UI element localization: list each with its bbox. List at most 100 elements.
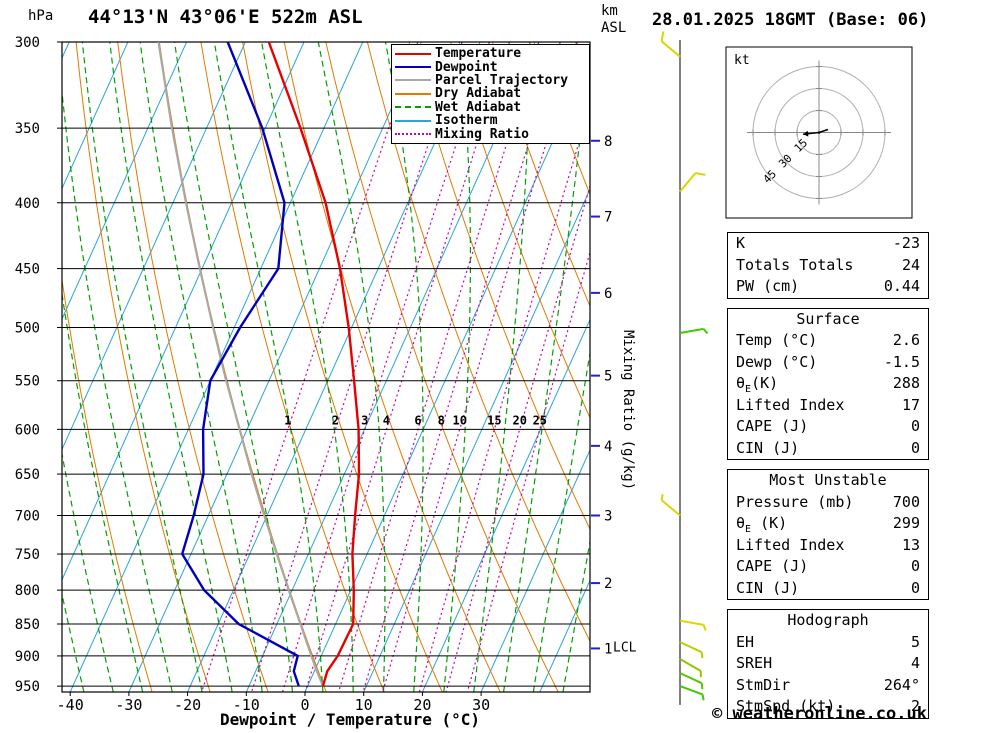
svg-text:-40: -40: [57, 696, 84, 714]
table-row: Pressure (mb) 700: [728, 492, 928, 514]
pressure-tick-labels: 300 350 400 450 500 550 600 650 700 750 800 850 900 9…: [15, 35, 62, 695]
storm-motion-arrowhead: [803, 130, 809, 137]
svg-text:30: 30: [472, 696, 490, 714]
stat-label: Temp (°C): [736, 331, 818, 349]
svg-text:3: 3: [361, 413, 368, 427]
svg-text:3: 3: [604, 509, 612, 525]
svg-text:25: 25: [533, 413, 547, 427]
svg-text:20: 20: [413, 696, 431, 714]
km-asl-axis-label: km ASL: [601, 3, 626, 37]
stat-label: CIN (J): [736, 438, 800, 457]
svg-text:-10: -10: [233, 696, 260, 714]
table-row: K -23: [728, 233, 928, 255]
svg-text:6: 6: [414, 413, 421, 427]
svg-text:450: 450: [15, 262, 40, 278]
table-row: θE(K) 288: [728, 373, 928, 395]
svg-text:15: 15: [487, 413, 501, 427]
legend-line-sample: [395, 79, 431, 82]
svg-text:950: 950: [15, 679, 40, 695]
stat-label: Dewp (°C): [736, 352, 818, 371]
svg-text:650: 650: [15, 467, 40, 483]
stat-value: 13: [901, 535, 920, 554]
svg-text:300: 300: [15, 35, 40, 51]
svg-text:850: 850: [15, 617, 40, 633]
mixing-ratio-value-labels: 1 2 3 4 6 8 10 15 20 25: [284, 413, 547, 427]
legend-label: Wet Adiabat: [435, 99, 522, 115]
parcel-trajectory-curve: [157, 42, 324, 687]
table-title: Surface: [796, 309, 860, 328]
mixing-ratio-axis-label: Mixing Ratio (g/kg): [620, 330, 636, 490]
svg-text:10: 10: [452, 413, 466, 427]
legend: Temperature Dewpoint Parcel Trajectory Dry …: [391, 44, 590, 144]
wet-adiabat-lines: [62, 42, 590, 692]
pressure-axis-unit-label: hPa: [28, 8, 54, 24]
stat-value: 264°: [883, 675, 920, 694]
svg-text:8: 8: [604, 134, 612, 150]
stat-label: StmDir: [736, 675, 791, 694]
table-indices: K -23 Totals Totals 24 PW (cm) 0.44: [727, 232, 929, 299]
table-title: Most Unstable: [769, 471, 887, 489]
table-row: Lifted Index 17: [728, 395, 928, 417]
stat-label: Totals Totals: [736, 255, 854, 274]
temperature-curve: [267, 42, 361, 687]
stat-label: CIN (J): [736, 578, 800, 597]
svg-text:0: 0: [300, 696, 309, 714]
table-row: EH 5: [728, 632, 928, 654]
table-row: θE (K) 299: [728, 513, 928, 535]
stat-value: 2.6: [892, 331, 920, 349]
table-row: StmDir 264°: [728, 675, 928, 697]
legend-item: Temperature: [392, 46, 589, 61]
table-row: CIN (J) 0: [728, 578, 928, 600]
table-hodograph: Hodograph EH 5 SREH 4 StmDir 264° StmSpd (kt) 2: [727, 609, 929, 719]
stat-value: 4: [910, 654, 920, 672]
table-row: CIN (J) 0: [728, 438, 928, 460]
legend-item: Isotherm: [392, 113, 589, 128]
stat-label: CAPE (J): [736, 417, 809, 435]
stat-label: θE(K): [736, 374, 779, 395]
svg-text:20: 20: [512, 413, 526, 427]
svg-text:10: 10: [355, 696, 373, 714]
svg-text:700: 700: [15, 509, 40, 525]
legend-item: Dewpoint: [392, 60, 589, 75]
hodograph-origin-dot: [817, 131, 821, 134]
stat-label: Lifted Index: [736, 395, 845, 414]
table-row: StmSpd (kt) 2: [728, 696, 928, 718]
table-row: SREH 4: [728, 653, 928, 675]
svg-text:-30: -30: [115, 696, 142, 714]
table-row: Dewp (°C) -1.5: [728, 352, 928, 374]
stat-value: 0: [910, 438, 920, 457]
temperature-axis-label: Dewpoint / Temperature (°C): [219, 710, 481, 729]
stat-value: -23: [892, 234, 920, 252]
legend-line-sample: [395, 52, 431, 55]
svg-text:750: 750: [15, 547, 40, 563]
table-surface: Surface Temp (°C) 2.6 Dewp (°C) -1.5 θE(K) 288…: [727, 307, 929, 460]
legend-line-sample: [395, 92, 431, 95]
temperature-tick-labels: -40 -30 -20 -10 0 10 20 30: [57, 692, 490, 714]
legend-item: Wet Adiabat: [392, 99, 589, 115]
svg-text:900: 900: [15, 649, 40, 665]
legend-line-sample: [395, 66, 431, 69]
stat-value: 0: [910, 417, 920, 435]
svg-text:1: 1: [284, 413, 291, 427]
stat-value: 0: [910, 578, 920, 597]
svg-text:350: 350: [15, 121, 40, 137]
stat-value: 2: [910, 697, 920, 715]
stat-value: 288: [892, 374, 920, 392]
legend-item: Parcel Trajectory: [392, 73, 589, 88]
data-tables: K -23 Totals Totals 2 4 PW (cm) 0.44 Surface Tem…: [727, 232, 929, 728]
svg-text:-20: -20: [174, 696, 201, 714]
stat-label: EH: [736, 632, 755, 651]
legend-line-sample: [395, 119, 431, 122]
stat-label: StmSpd (kt): [736, 697, 836, 715]
wind-barbs: [660, 31, 709, 701]
sounding-curves: [157, 42, 361, 687]
stat-value: 299: [892, 514, 920, 532]
svg-text:500: 500: [15, 321, 40, 337]
stat-label: Pressure (mb): [736, 492, 854, 511]
table-row: CAPE (J) 0: [728, 556, 928, 578]
svg-text:2: 2: [332, 413, 339, 427]
table-row: PW (cm) 0.44: [728, 276, 928, 298]
stat-value: -1.5: [883, 352, 920, 371]
